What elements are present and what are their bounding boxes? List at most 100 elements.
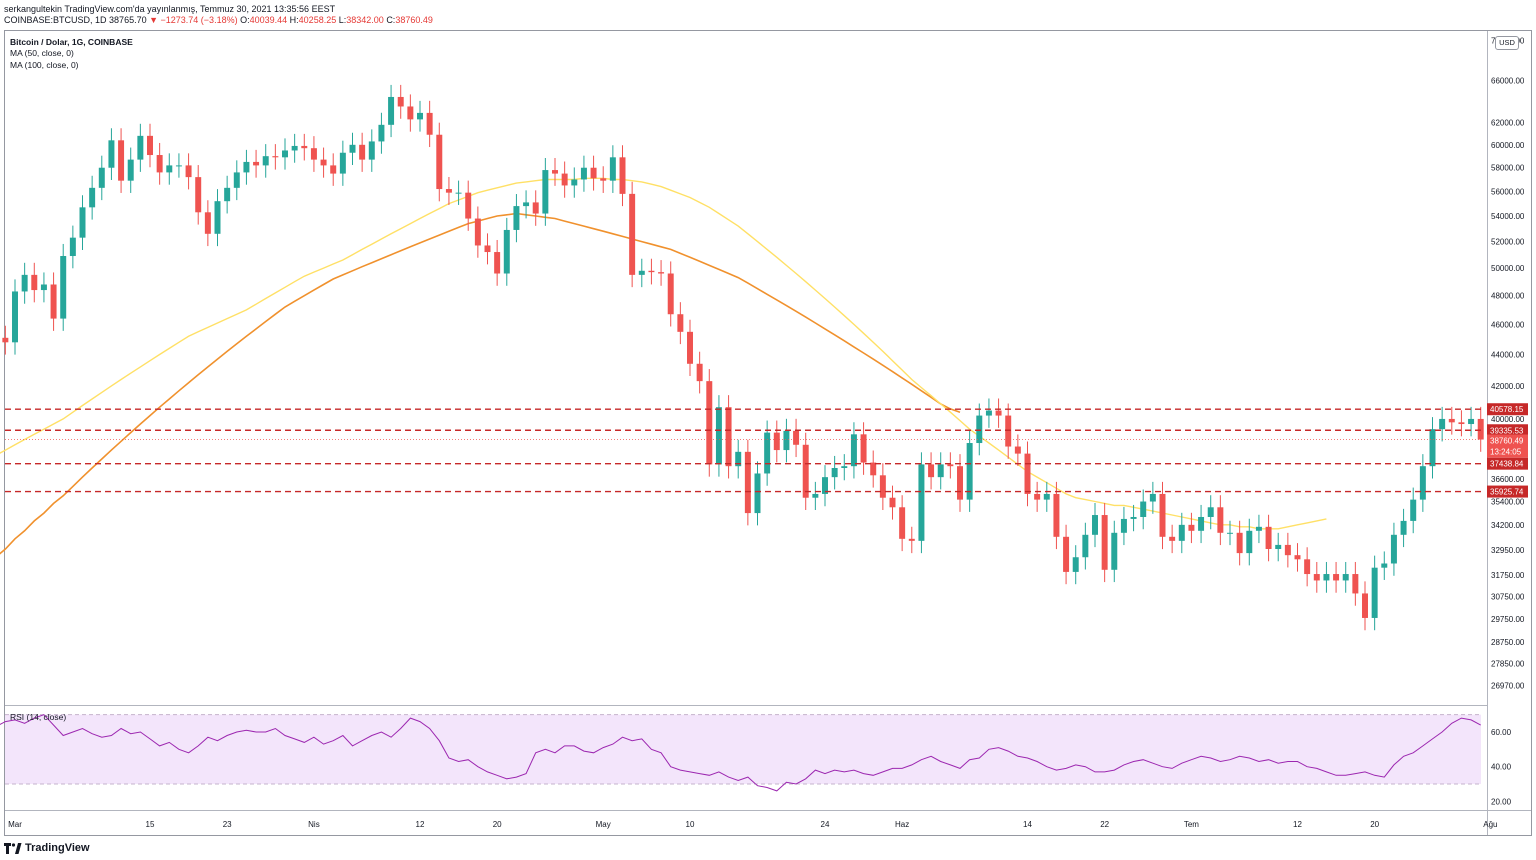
candle[interactable] — [69, 225, 76, 269]
candle[interactable] — [1101, 502, 1108, 583]
candle[interactable] — [889, 485, 896, 520]
candle[interactable] — [957, 454, 963, 512]
legend-ma50[interactable]: MA (50, close, 0) — [10, 48, 74, 58]
candle[interactable] — [1120, 506, 1127, 546]
candle[interactable] — [262, 144, 269, 178]
candle[interactable] — [455, 180, 462, 205]
candle[interactable] — [1448, 406, 1455, 435]
candle[interactable] — [552, 158, 558, 186]
candle[interactable] — [1188, 512, 1195, 544]
candle[interactable] — [89, 175, 96, 220]
candle[interactable] — [1092, 502, 1098, 548]
candle[interactable] — [397, 84, 404, 119]
candle[interactable] — [899, 495, 906, 552]
candle[interactable] — [1140, 489, 1147, 530]
legend-ma100[interactable]: MA (100, close, 0) — [10, 60, 79, 70]
candle[interactable] — [1082, 522, 1089, 570]
candle[interactable] — [879, 463, 886, 511]
candle[interactable] — [1304, 547, 1311, 587]
candle[interactable] — [31, 262, 38, 303]
candle[interactable] — [330, 153, 337, 186]
candle[interactable] — [860, 422, 867, 475]
candle[interactable] — [137, 123, 144, 172]
candle[interactable] — [638, 258, 645, 288]
candle[interactable] — [98, 155, 105, 201]
candle[interactable] — [1313, 561, 1320, 593]
candle[interactable] — [696, 351, 703, 394]
candle[interactable] — [1477, 406, 1484, 452]
candle[interactable] — [1014, 434, 1021, 466]
candle[interactable] — [735, 439, 742, 479]
candle[interactable] — [272, 144, 279, 170]
candle[interactable] — [1429, 417, 1436, 479]
candle[interactable] — [79, 195, 86, 250]
candle[interactable] — [648, 258, 655, 285]
candle[interactable] — [1227, 520, 1233, 546]
candle[interactable] — [1265, 514, 1272, 562]
candle[interactable] — [1063, 524, 1070, 585]
candle[interactable] — [870, 450, 877, 488]
candle[interactable] — [1362, 581, 1368, 631]
candle[interactable] — [253, 149, 260, 178]
candle[interactable] — [571, 167, 578, 198]
candle[interactable] — [609, 145, 616, 193]
candle[interactable] — [445, 176, 452, 205]
candle[interactable] — [359, 132, 366, 172]
candle[interactable] — [1419, 454, 1426, 512]
candle[interactable] — [1323, 561, 1330, 593]
candle[interactable] — [60, 243, 67, 331]
candle[interactable] — [715, 395, 722, 477]
candle[interactable] — [783, 418, 790, 463]
candle[interactable] — [1246, 518, 1253, 566]
candle[interactable] — [831, 455, 838, 490]
candle[interactable] — [764, 420, 771, 486]
candle[interactable] — [667, 261, 674, 327]
footer-brand[interactable]: TradingView — [4, 840, 90, 856]
candle[interactable] — [185, 153, 192, 190]
candle[interactable] — [368, 129, 375, 172]
candle[interactable] — [580, 155, 587, 192]
candle[interactable] — [147, 123, 153, 168]
candle[interactable] — [687, 319, 693, 377]
candle[interactable] — [1217, 495, 1224, 546]
candle[interactable] — [494, 239, 501, 286]
candle[interactable] — [465, 180, 472, 231]
candle[interactable] — [1159, 481, 1166, 550]
rsi-legend[interactable]: RSI (14, close) — [10, 712, 67, 722]
candle[interactable] — [1371, 555, 1378, 631]
candle[interactable] — [600, 166, 607, 193]
candle[interactable] — [1390, 522, 1397, 576]
candle[interactable] — [233, 160, 240, 201]
candle[interactable] — [947, 452, 954, 479]
candle[interactable] — [108, 128, 115, 181]
candle[interactable] — [677, 302, 684, 345]
candle[interactable] — [1053, 481, 1060, 550]
candle[interactable] — [1149, 481, 1156, 514]
candle[interactable] — [388, 84, 395, 138]
candle[interactable] — [1439, 406, 1446, 442]
candle[interactable] — [243, 149, 250, 185]
candle[interactable] — [40, 272, 47, 303]
candle[interactable] — [1400, 508, 1407, 548]
candle[interactable] — [1005, 403, 1012, 459]
candle[interactable] — [1178, 512, 1185, 554]
candle[interactable] — [928, 452, 935, 490]
candle[interactable] — [175, 153, 182, 178]
candle[interactable] — [1275, 532, 1282, 562]
candle[interactable] — [725, 395, 732, 479]
candle[interactable] — [744, 439, 751, 526]
candle[interactable] — [793, 418, 800, 458]
candle[interactable] — [417, 100, 423, 132]
candle[interactable] — [1284, 532, 1291, 568]
candle[interactable] — [1255, 514, 1262, 544]
candle[interactable] — [1410, 487, 1417, 534]
candle[interactable] — [1342, 561, 1349, 593]
candle[interactable] — [301, 133, 308, 161]
candle[interactable] — [474, 206, 481, 258]
candle[interactable] — [224, 175, 231, 214]
candle[interactable] — [706, 369, 713, 477]
candle[interactable] — [156, 142, 163, 185]
candle[interactable] — [339, 140, 346, 186]
candle[interactable] — [407, 94, 414, 132]
